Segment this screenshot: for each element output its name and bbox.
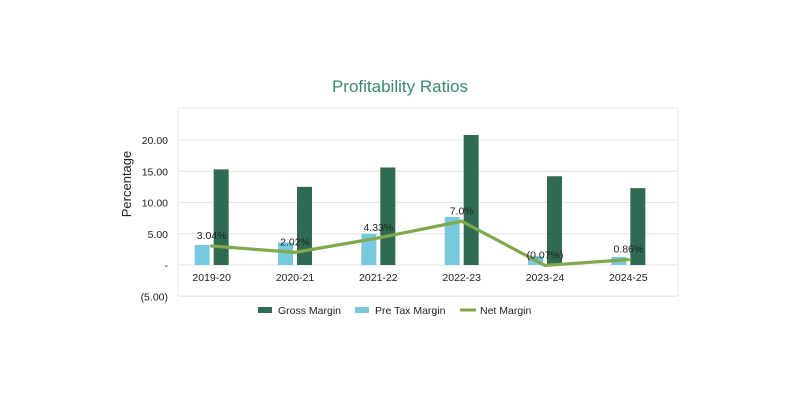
gross-margin-bar: [213, 169, 229, 265]
gridlines: [178, 139, 678, 297]
x-tick-label: 2023-24: [526, 272, 565, 284]
x-tick-label: 2021-22: [359, 272, 398, 284]
pre-tax-margin-bar: [194, 245, 210, 265]
net-margin-data-label: 4.33%: [363, 222, 393, 234]
x-tick-labels: 2019-20 2020-21 2021-22 2022-23 2023-24 2024-…: [192, 272, 647, 284]
y-tick-label: (5.00): [141, 291, 168, 303]
gross-margin-bar: [463, 135, 479, 265]
y-tick-label: 20.00: [142, 135, 168, 147]
gross-margin-bar: [547, 176, 562, 265]
net-margin-data-label: 3.04%: [197, 230, 227, 242]
pre-tax-margin-bar: [444, 216, 460, 265]
x-tick-label: 2024-25: [609, 272, 648, 284]
gross-margin-bar: [297, 186, 312, 265]
x-tick-label: 2022-23: [442, 272, 481, 284]
net-margin-data-label: 7.0%: [450, 205, 474, 217]
bars: [194, 135, 646, 265]
y-tick-label: 5.00: [148, 229, 169, 241]
legend-swatch: [258, 307, 272, 313]
gross-margin-bar: [630, 188, 646, 265]
net-margin-line: [210, 219, 630, 268]
pre-tax-margin-bar: [278, 242, 293, 265]
x-tick-label: 2019-20: [192, 272, 231, 284]
net-margin-data-label: (0.07%): [527, 249, 564, 261]
legend: Gross Margin Pre Tax Margin Net Margin: [258, 305, 532, 317]
y-axis-title: Percentage: [119, 151, 134, 218]
chart-title: Profitability Ratios: [332, 77, 468, 96]
net-margin-data-label: 0.86%: [613, 244, 643, 256]
net-margin-line-group: 3.04% 2.02% 4.33% 7.0% (0.07%) 0.86%: [197, 205, 643, 268]
net-margin-data-label: 2.02%: [280, 236, 310, 248]
x-tick-label: 2020-21: [276, 272, 315, 284]
y-tick-labels: (5.00) - 5.00 10.00 15.00 20.00: [141, 135, 169, 303]
legend-label: Pre Tax Margin: [375, 305, 446, 317]
gross-margin-bar: [380, 167, 396, 265]
y-tick-label: -: [165, 260, 169, 272]
legend-label: Gross Margin: [278, 305, 341, 317]
legend-swatch: [355, 307, 369, 313]
y-tick-label: 10.00: [142, 198, 168, 210]
legend-label: Net Margin: [480, 305, 532, 317]
y-tick-label: 15.00: [142, 166, 168, 178]
